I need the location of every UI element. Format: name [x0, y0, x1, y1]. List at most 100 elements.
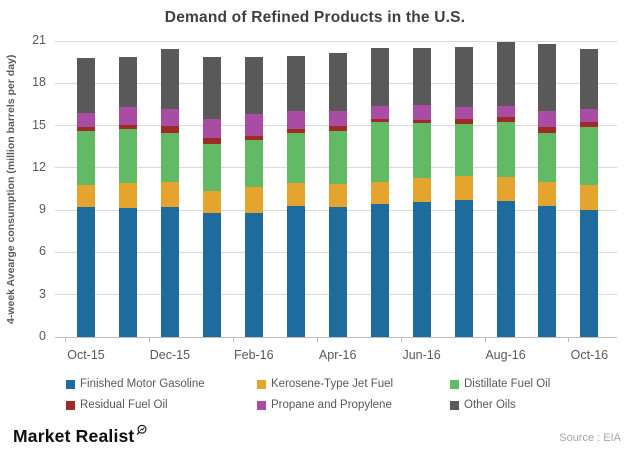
y-tick-label-0: 0 — [39, 329, 46, 343]
bar-segment-Oct-16-distillate-fuel-oil — [580, 127, 599, 185]
y-tick-label-15: 15 — [32, 117, 46, 132]
bar-segment-May-16-distillate-fuel-oil — [370, 122, 389, 182]
bar-segment-Dec-15-kerosene-type-jet-fuel — [160, 182, 179, 207]
bar-segment-Jul-16-propane-and-propylene — [454, 107, 473, 119]
y-tick-label-12: 12 — [32, 159, 46, 174]
bar-segment-May-16-propane-and-propylene — [370, 106, 389, 119]
plot-area — [55, 40, 617, 337]
bar-segment-Jun-16-kerosene-type-jet-fuel — [412, 178, 431, 202]
bar-segment-Jun-16-finished-motor-gasoline — [412, 202, 431, 337]
bar-segment-Jul-16-kerosene-type-jet-fuel — [454, 176, 473, 200]
y-tick-label-6: 6 — [39, 244, 46, 259]
bar-segment-Oct-16-other-oils — [580, 49, 599, 109]
x-axis-tick-0 — [65, 338, 67, 342]
bar-segment-Oct-15-propane-and-propylene — [77, 113, 95, 127]
bar-segment-Aug-16-kerosene-type-jet-fuel — [496, 177, 515, 201]
bar-segment-Jan-16-propane-and-propylene — [202, 119, 221, 138]
bar-segment-Jul-16-finished-motor-gasoline — [454, 200, 473, 337]
bar-segment-May-16-other-oils — [370, 48, 389, 106]
bar-segment-Aug-16-finished-motor-gasoline — [496, 201, 515, 337]
bar-segment-Aug-16-other-oils — [496, 42, 515, 106]
bar-segment-Jan-16-other-oils — [202, 57, 221, 119]
magnifier-chart-icon — [137, 424, 147, 435]
bar-segment-Apr-16-propane-and-propylene — [328, 111, 347, 126]
bar-segment-Nov-15-distillate-fuel-oil — [118, 129, 137, 183]
legend-item-distillate-fuel-oil: Distillate Fuel Oil — [450, 378, 550, 390]
bar-segment-Oct-15-distillate-fuel-oil — [77, 131, 95, 185]
legend-item-other-oils: Other Oils — [450, 399, 516, 411]
bar-segment-Sep-16-residual-fuel-oil — [538, 127, 557, 133]
bar-segment-Jan-16-finished-motor-gasoline — [202, 213, 221, 337]
bar-segment-Mar-16-propane-and-propylene — [286, 111, 305, 129]
bar-segment-May-16-finished-motor-gasoline — [370, 204, 389, 337]
bar-segment-Oct-16-finished-motor-gasoline — [580, 210, 599, 337]
bar-segment-Oct-15-finished-motor-gasoline — [77, 207, 95, 337]
bar-segment-Sep-16-finished-motor-gasoline — [538, 206, 557, 337]
x-axis-tick-3 — [316, 338, 318, 342]
bar-segment-Dec-15-finished-motor-gasoline — [160, 207, 179, 337]
x-tick-label-Feb-16: Feb-16 — [233, 348, 274, 362]
legend-label: Other Oils — [464, 399, 516, 411]
legend-swatch-icon — [450, 379, 459, 389]
bar-segment-Nov-15-finished-motor-gasoline — [118, 208, 137, 337]
legend-label: Propane and Propylene — [271, 399, 392, 411]
x-tick-label-Dec-15: Dec-15 — [149, 348, 191, 362]
y-tick-label-3: 3 — [39, 286, 46, 301]
legend-swatch-icon — [257, 400, 266, 410]
legend-label: Distillate Fuel Oil — [464, 378, 551, 390]
bar-segment-Aug-16-distillate-fuel-oil — [496, 122, 515, 177]
y-tick-label-18: 18 — [32, 75, 46, 90]
bar-segment-Aug-16-residual-fuel-oil — [496, 117, 515, 122]
x-tick-label-Oct-15: Oct-15 — [67, 348, 105, 362]
bar-segment-Sep-16-kerosene-type-jet-fuel — [538, 182, 557, 206]
legend-item-residual-fuel-oil: Residual Fuel Oil — [66, 399, 168, 411]
legend-item-propane-and-propylene: Propane and Propylene — [257, 399, 392, 411]
bar-segment-Jul-16-residual-fuel-oil — [454, 119, 473, 124]
x-axis-tick-1 — [148, 338, 150, 342]
bar-segment-Apr-16-finished-motor-gasoline — [328, 207, 347, 337]
bar-segment-Apr-16-distillate-fuel-oil — [328, 131, 347, 184]
x-tick-label-Oct-16: Oct-16 — [570, 348, 609, 362]
bar-segment-Aug-16-propane-and-propylene — [496, 106, 515, 117]
bar-segment-Nov-15-residual-fuel-oil — [118, 125, 137, 129]
bar-segment-Feb-16-residual-fuel-oil — [244, 136, 263, 140]
bar-segment-Apr-16-kerosene-type-jet-fuel — [328, 184, 347, 207]
x-axis-tick-6 — [568, 338, 570, 342]
legend-label: Kerosene-Type Jet Fuel — [271, 378, 394, 390]
bar-segment-Jan-16-distillate-fuel-oil — [202, 144, 221, 191]
brand-logo: Market Realist — [13, 424, 147, 447]
bar-segment-Jan-16-kerosene-type-jet-fuel — [202, 191, 221, 213]
bar-segment-Oct-15-other-oils — [77, 58, 95, 113]
bar-segment-Sep-16-distillate-fuel-oil — [538, 133, 557, 182]
bar-segment-Feb-16-propane-and-propylene — [244, 114, 263, 136]
bar-segment-May-16-residual-fuel-oil — [370, 119, 389, 122]
legend-swatch-icon — [66, 400, 75, 410]
bar-segment-Dec-15-other-oils — [160, 49, 179, 109]
bar-segment-Mar-16-finished-motor-gasoline — [286, 206, 305, 337]
gridline-y-21 — [55, 40, 617, 42]
bar-segment-Nov-15-propane-and-propylene — [118, 107, 137, 125]
chart-title: Demand of Refined Products in the U.S. — [164, 9, 466, 26]
legend-swatch-icon — [450, 400, 459, 410]
bar-segment-Nov-15-other-oils — [118, 57, 137, 107]
bar-segment-Jun-16-propane-and-propylene — [412, 105, 431, 120]
x-tick-label-Jun-16: Jun-16 — [402, 348, 441, 362]
bar-segment-Oct-15-residual-fuel-oil — [77, 127, 95, 131]
bar-segment-Jul-16-distillate-fuel-oil — [454, 124, 473, 176]
bar-segment-Sep-16-propane-and-propylene — [538, 111, 557, 127]
legend-label: Finished Motor Gasoline — [80, 378, 205, 390]
bar-segment-Jan-16-residual-fuel-oil — [202, 138, 221, 144]
bar-segment-Feb-16-distillate-fuel-oil — [244, 140, 263, 187]
bar-segment-Jul-16-other-oils — [454, 47, 473, 107]
bar-segment-Sep-16-other-oils — [538, 44, 557, 111]
x-tick-label-Aug-16: Aug-16 — [485, 348, 526, 362]
bar-segment-Dec-15-residual-fuel-oil — [160, 126, 179, 133]
bar-segment-Dec-15-distillate-fuel-oil — [160, 133, 179, 182]
x-tick-label-Apr-16: Apr-16 — [318, 348, 357, 362]
y-tick-label-21: 21 — [32, 33, 46, 47]
bar-segment-Oct-16-kerosene-type-jet-fuel — [580, 185, 599, 210]
bar-segment-Mar-16-distillate-fuel-oil — [286, 133, 305, 183]
y-tick-label-9: 9 — [39, 202, 46, 217]
legend-item-kerosene-type-jet-fuel: Kerosene-Type Jet Fuel — [257, 378, 393, 390]
